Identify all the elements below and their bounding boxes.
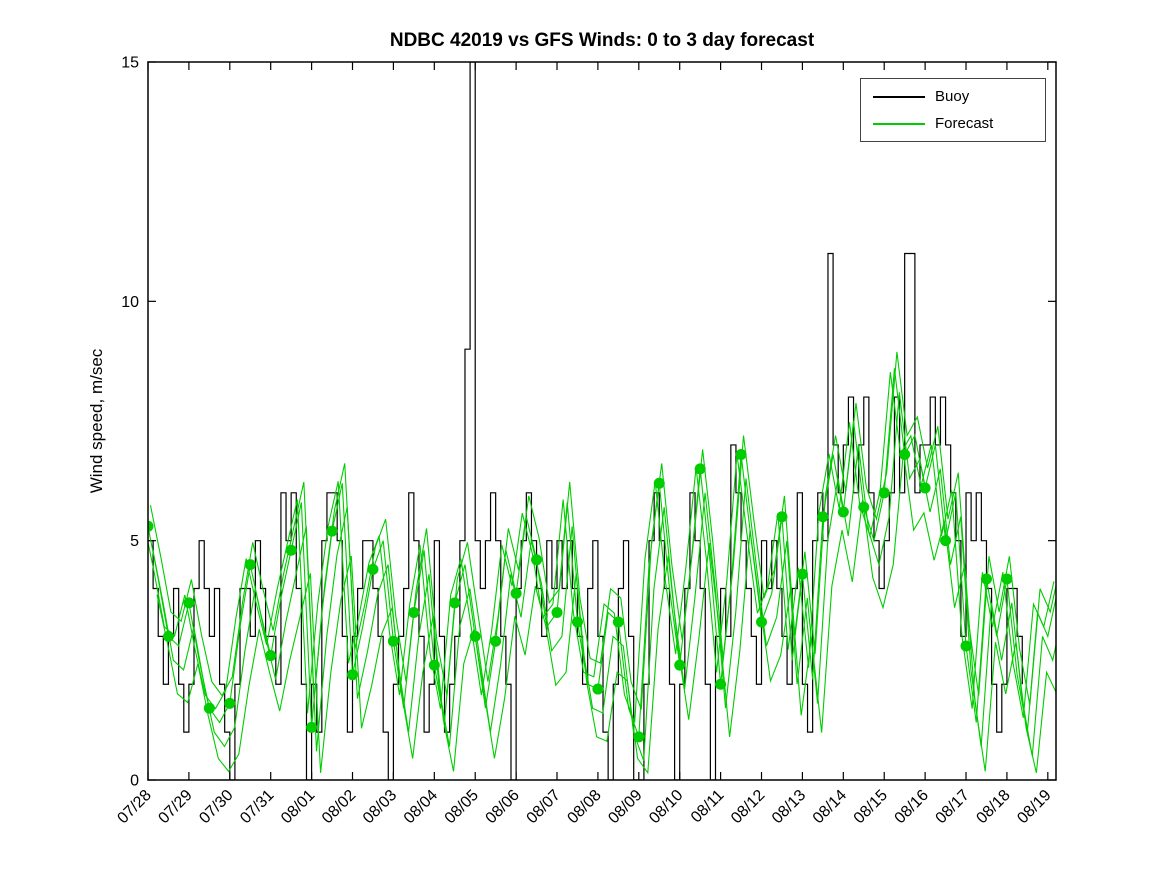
x-tick-label: 08/03 bbox=[360, 787, 400, 827]
forecast-marker bbox=[428, 659, 440, 671]
forecast-line-run-1 bbox=[152, 392, 1056, 762]
x-tick-label: 08/13 bbox=[769, 787, 809, 827]
x-tick-label: 08/02 bbox=[319, 787, 359, 827]
forecast-marker bbox=[592, 683, 604, 695]
x-tick-label: 08/07 bbox=[523, 787, 563, 827]
forecast-marker bbox=[817, 511, 829, 523]
buoy-line-sample bbox=[873, 95, 925, 98]
x-tick-label: 08/06 bbox=[483, 787, 523, 827]
forecast-marker bbox=[919, 482, 931, 494]
y-axis-label: Wind speed, m/sec bbox=[87, 348, 106, 494]
forecast-marker bbox=[633, 731, 645, 743]
x-tick-label: 08/05 bbox=[442, 787, 482, 827]
forecast-marker bbox=[612, 616, 624, 628]
x-tick-label: 08/01 bbox=[278, 787, 318, 827]
forecast-marker bbox=[735, 449, 747, 461]
chart-title: NDBC 42019 vs GFS Winds: 0 to 3 day fore… bbox=[389, 30, 815, 51]
forecast-marker bbox=[694, 463, 706, 475]
forecast-marker bbox=[469, 630, 481, 642]
forecast-marker bbox=[940, 535, 952, 547]
forecast-marker bbox=[796, 568, 808, 580]
forecast-line-run-3 bbox=[156, 452, 1056, 775]
forecast-marker bbox=[148, 520, 154, 532]
forecast-marker bbox=[551, 606, 563, 618]
forecast-marker bbox=[387, 635, 399, 647]
x-tick-label: 07/28 bbox=[114, 787, 154, 827]
forecast-marker bbox=[510, 587, 522, 599]
forecast-marker bbox=[1001, 573, 1013, 585]
forecast-marker bbox=[265, 650, 277, 662]
forecast-marker bbox=[285, 544, 297, 556]
forecast-marker bbox=[326, 525, 338, 537]
x-tick-label: 08/15 bbox=[851, 787, 891, 827]
y-tick-label: 10 bbox=[121, 294, 139, 311]
legend-item-forecast: Forecast bbox=[873, 115, 1033, 132]
forecast-marker bbox=[367, 563, 379, 575]
legend-label-buoy: Buoy bbox=[935, 88, 970, 105]
forecast-marker bbox=[571, 616, 583, 628]
forecast-marker bbox=[980, 573, 992, 585]
forecast-line-run-4 bbox=[149, 351, 1056, 710]
y-tick-label: 0 bbox=[130, 773, 139, 790]
x-tick-label: 07/31 bbox=[237, 787, 277, 827]
x-tick-label: 08/10 bbox=[646, 787, 686, 827]
forecast-marker bbox=[183, 597, 195, 609]
forecast-marker bbox=[715, 678, 727, 690]
forecast-marker bbox=[244, 559, 256, 571]
forecast-marker bbox=[878, 487, 890, 499]
forecast-marker bbox=[653, 477, 665, 489]
forecast-marker bbox=[531, 554, 543, 566]
forecast-marker bbox=[899, 449, 911, 461]
forecast-marker bbox=[224, 697, 236, 709]
x-tick-label: 08/17 bbox=[933, 787, 973, 827]
forecast-marker bbox=[756, 616, 768, 628]
x-tick-label: 08/11 bbox=[688, 787, 728, 827]
forecast-marker bbox=[347, 669, 358, 681]
forecast-marker bbox=[162, 630, 174, 642]
x-tick-label: 08/16 bbox=[892, 787, 932, 827]
forecast-marker bbox=[674, 659, 686, 671]
forecast-marker bbox=[960, 640, 972, 652]
forecast-marker bbox=[203, 702, 215, 714]
legend-item-buoy: Buoy bbox=[873, 88, 1033, 105]
x-tick-label: 08/18 bbox=[973, 787, 1013, 827]
forecast-marker bbox=[306, 721, 318, 733]
forecast-marker bbox=[449, 597, 461, 609]
x-tick-label: 07/29 bbox=[155, 787, 195, 827]
forecast-line-sample bbox=[873, 122, 925, 125]
x-tick-label: 08/14 bbox=[810, 787, 850, 827]
forecast-marker bbox=[776, 511, 788, 523]
plot-border bbox=[147, 61, 1057, 781]
x-tick-label: 08/08 bbox=[564, 787, 604, 827]
y-tick-label: 5 bbox=[130, 533, 139, 550]
forecast-marker bbox=[408, 606, 420, 618]
forecast-marker bbox=[837, 506, 849, 518]
y-tick-label: 15 bbox=[121, 55, 139, 72]
x-tick-label: 07/30 bbox=[196, 787, 236, 827]
x-tick-label: 08/19 bbox=[1014, 787, 1054, 827]
forecast-marker bbox=[858, 501, 870, 513]
forecast-marker bbox=[490, 635, 502, 647]
x-tick-label: 08/12 bbox=[728, 787, 768, 827]
x-tick-label: 08/04 bbox=[401, 787, 441, 827]
legend-label-forecast: Forecast bbox=[935, 115, 994, 132]
legend: Buoy Forecast bbox=[860, 78, 1046, 142]
x-tick-label: 08/09 bbox=[605, 787, 645, 827]
